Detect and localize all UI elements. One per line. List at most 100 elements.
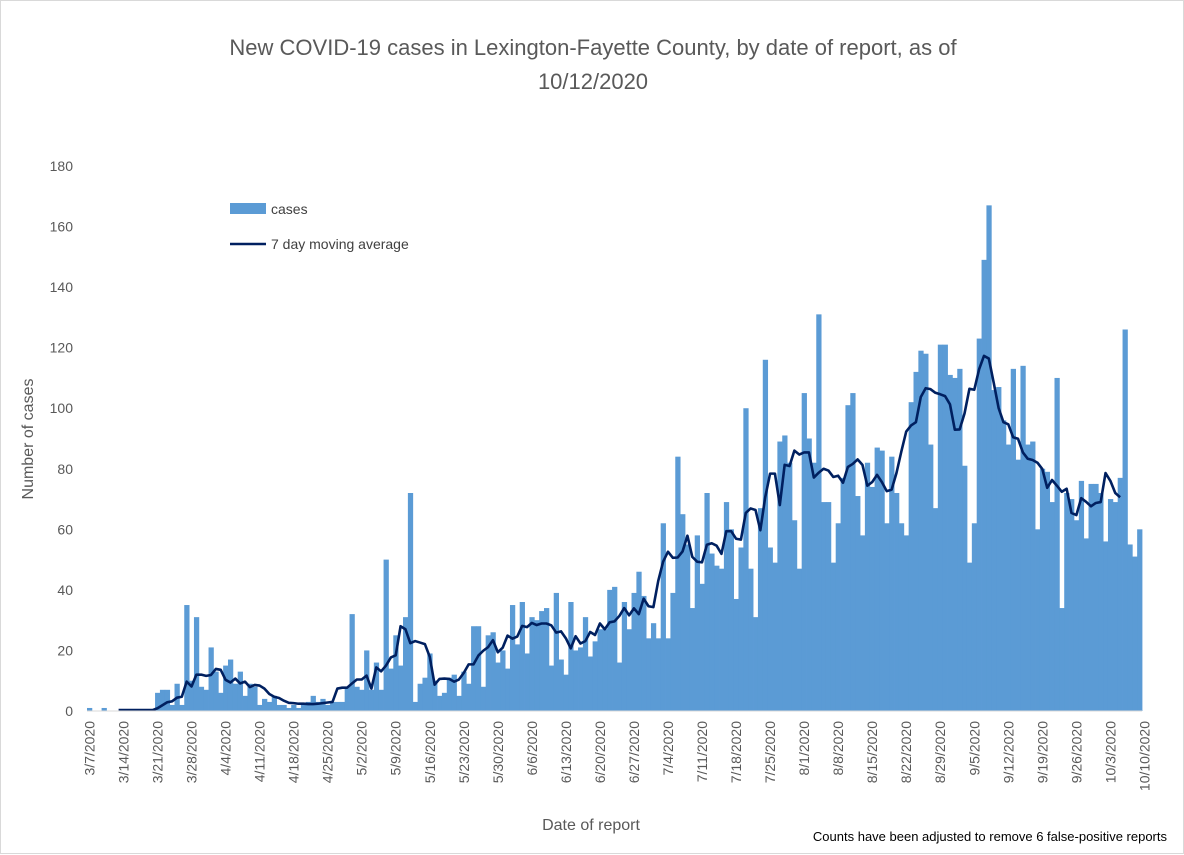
bar <box>1054 377 1060 711</box>
bar <box>665 638 671 711</box>
x-tick-label: 4/18/2020 <box>286 721 302 783</box>
bar <box>864 462 871 711</box>
bar <box>1039 468 1046 711</box>
bar <box>320 698 326 711</box>
bar <box>636 571 642 711</box>
bar <box>830 562 837 711</box>
bar <box>733 598 739 711</box>
bar <box>689 608 696 711</box>
chart-title-line2: 10/12/2020 <box>538 69 648 94</box>
bar <box>339 701 346 711</box>
bar <box>1069 499 1075 711</box>
bar <box>650 623 657 711</box>
bar <box>218 692 224 711</box>
bar <box>475 626 482 711</box>
x-tick-label: 4/11/2020 <box>252 721 268 782</box>
bar <box>388 668 394 711</box>
x-axis-ticks: 3/7/2020 3/14/2020 3/21/2020 3/28/2020 4/4/2… <box>81 721 1152 791</box>
bar <box>203 689 209 711</box>
x-tick-label: 10/10/2020 <box>1136 721 1152 791</box>
bar <box>1127 544 1133 711</box>
bar <box>505 668 511 711</box>
bar <box>432 680 438 711</box>
bar <box>427 653 433 711</box>
bar <box>101 707 107 711</box>
bar <box>553 592 559 711</box>
bar <box>247 683 253 711</box>
bar <box>928 444 934 711</box>
bar <box>869 486 875 711</box>
bar <box>874 447 880 711</box>
bar <box>1103 541 1109 711</box>
bars-series <box>87 205 1143 712</box>
bar <box>709 553 715 711</box>
bar <box>563 674 569 711</box>
bar <box>714 565 720 711</box>
x-tick-label: 9/5/2020 <box>966 721 982 776</box>
bar <box>685 544 691 711</box>
bar <box>923 353 929 711</box>
bar <box>1137 529 1143 711</box>
bar <box>981 259 987 711</box>
x-tick-label: 9/12/2020 <box>1000 721 1016 783</box>
bar <box>991 390 997 711</box>
y-tick-label: 20 <box>57 642 73 658</box>
x-tick-label: 8/8/2020 <box>830 721 846 776</box>
bar <box>393 635 399 711</box>
bar <box>266 701 273 711</box>
bar <box>894 493 900 711</box>
y-tick-label: 180 <box>50 158 74 174</box>
bar <box>655 638 662 711</box>
bar <box>592 641 598 711</box>
bar <box>242 695 248 711</box>
bar <box>1001 420 1007 711</box>
x-tick-label: 3/7/2020 <box>81 721 97 776</box>
bar <box>1132 556 1138 711</box>
bar <box>500 650 506 711</box>
bar <box>237 671 243 711</box>
x-tick-label: 9/26/2020 <box>1068 721 1084 783</box>
bar <box>223 665 229 711</box>
bar <box>777 441 783 711</box>
bar <box>286 707 292 711</box>
bar <box>271 695 278 711</box>
x-tick-label: 6/27/2020 <box>626 721 642 783</box>
bar <box>305 701 312 711</box>
bar <box>694 535 700 711</box>
bar <box>1112 502 1119 711</box>
bar <box>1020 365 1026 711</box>
bar <box>932 508 939 711</box>
bar <box>417 683 423 711</box>
bar <box>918 350 924 711</box>
bar <box>738 547 744 711</box>
bar <box>660 523 666 711</box>
x-tick-label: 7/18/2020 <box>728 721 744 783</box>
x-tick-label: 5/23/2020 <box>456 721 472 783</box>
bar <box>641 595 647 711</box>
bar <box>407 493 414 711</box>
bar <box>378 689 384 711</box>
bar <box>1030 441 1036 711</box>
bar <box>840 477 846 711</box>
bar <box>578 647 584 711</box>
bar <box>451 674 457 711</box>
bar <box>762 359 769 711</box>
x-tick-label: 6/20/2020 <box>592 721 608 783</box>
bar <box>898 523 905 711</box>
bar <box>947 374 953 711</box>
bar <box>913 371 919 711</box>
bar <box>568 602 574 711</box>
bar <box>232 683 239 711</box>
x-tick-label: 7/4/2020 <box>660 721 676 776</box>
bar <box>587 656 594 711</box>
y-tick-label: 0 <box>65 703 73 719</box>
bar <box>325 704 331 711</box>
bar <box>1093 483 1099 711</box>
x-tick-label: 5/9/2020 <box>388 721 404 776</box>
bar <box>675 456 681 711</box>
bar <box>942 344 948 711</box>
bar <box>908 402 914 711</box>
bar <box>1064 493 1070 711</box>
bar <box>996 387 1002 711</box>
bar <box>1088 483 1094 711</box>
